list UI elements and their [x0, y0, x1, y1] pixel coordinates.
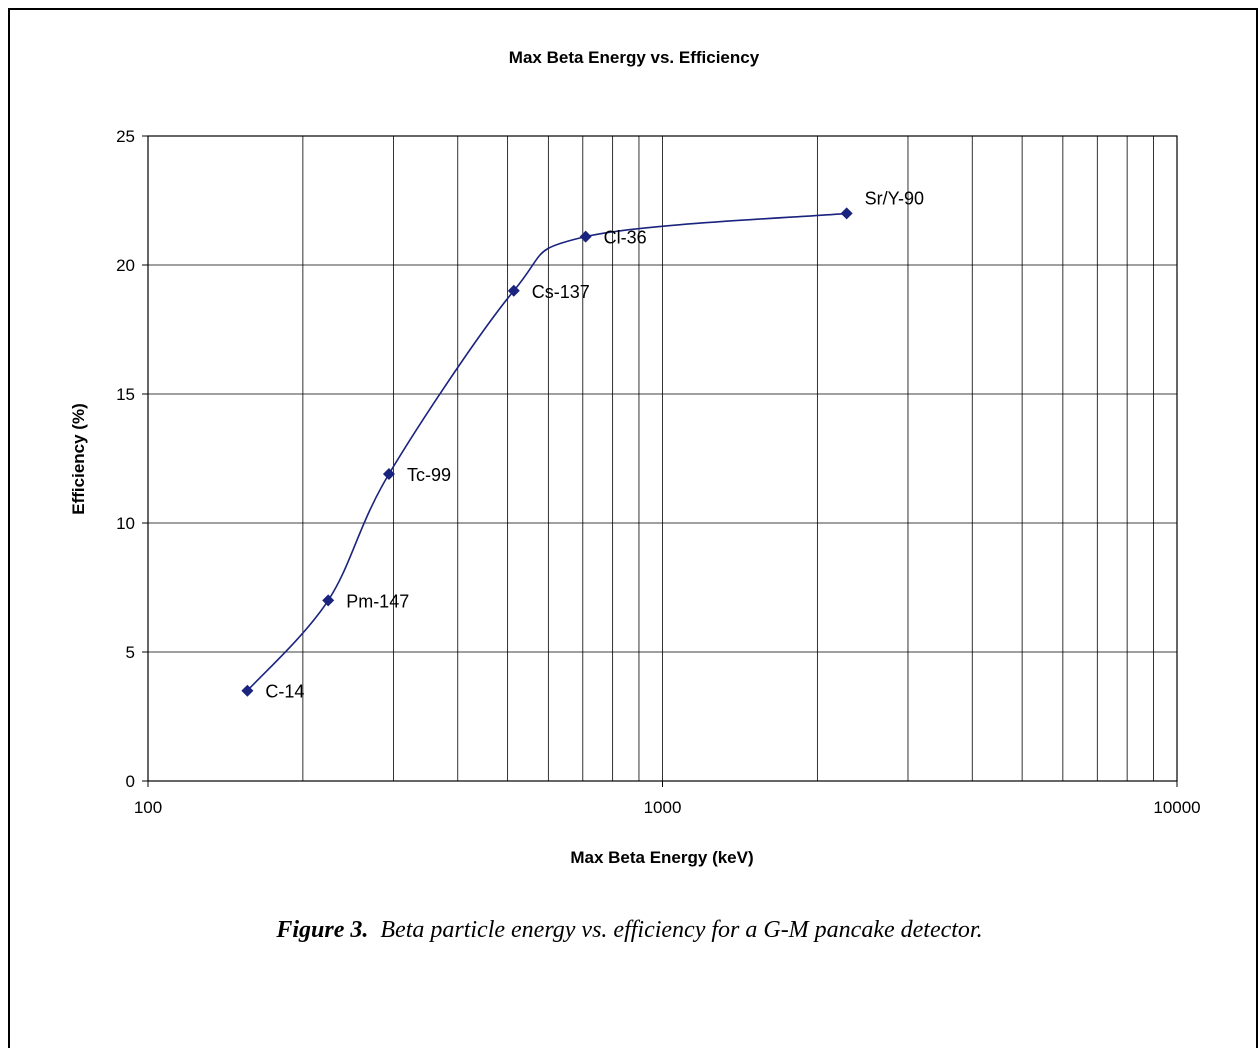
figure-frame	[8, 8, 1258, 1048]
markers	[241, 207, 853, 697]
figure-caption: Figure 3. Beta particle energy vs. effic…	[0, 917, 1259, 944]
point-label: Sr/Y-90	[865, 188, 924, 208]
chart-title: Max Beta Energy vs. Efficiency	[509, 48, 760, 67]
y-tick-label: 25	[116, 127, 135, 146]
data-point-marker	[382, 467, 395, 480]
y-tick-label: 20	[116, 256, 135, 275]
x-axis-label: Max Beta Energy (keV)	[570, 848, 753, 867]
data-point-marker	[322, 594, 335, 607]
data-point-marker	[241, 684, 254, 697]
y-tick-label: 15	[116, 385, 135, 404]
y-tick-label: 5	[126, 643, 135, 662]
x-tick-label: 100	[134, 798, 162, 817]
data-point-marker	[579, 230, 592, 243]
data-point-marker	[507, 284, 520, 297]
y-tick-label: 10	[116, 514, 135, 533]
point-label: Pm-147	[346, 591, 409, 611]
x-tick-label: 1000	[644, 798, 682, 817]
point-label: Cl-36	[604, 228, 647, 248]
x-axis: 100 1000 10000	[134, 781, 1201, 817]
point-labels: C-14 Pm-147 Tc-99 Cs-137 Cl-36 Sr/Y-90	[265, 188, 924, 701]
point-label: Cs-137	[532, 282, 590, 302]
x-tick-label: 10000	[1153, 798, 1200, 817]
y-axis: 0 5 10 15 20 25	[116, 127, 148, 791]
data-point-marker	[840, 207, 853, 220]
chart: Max Beta Energy vs. Efficiency 0 5 10 15 20 2…	[69, 48, 1201, 867]
grid	[148, 136, 1177, 781]
caption-text: Beta particle energy vs. efficiency for …	[380, 917, 983, 943]
y-tick-label: 0	[126, 772, 135, 791]
caption-figure-number: Figure 3.	[276, 917, 369, 943]
point-label: C-14	[265, 682, 304, 702]
point-label: Tc-99	[407, 465, 451, 485]
y-axis-label: Efficiency (%)	[69, 403, 88, 514]
